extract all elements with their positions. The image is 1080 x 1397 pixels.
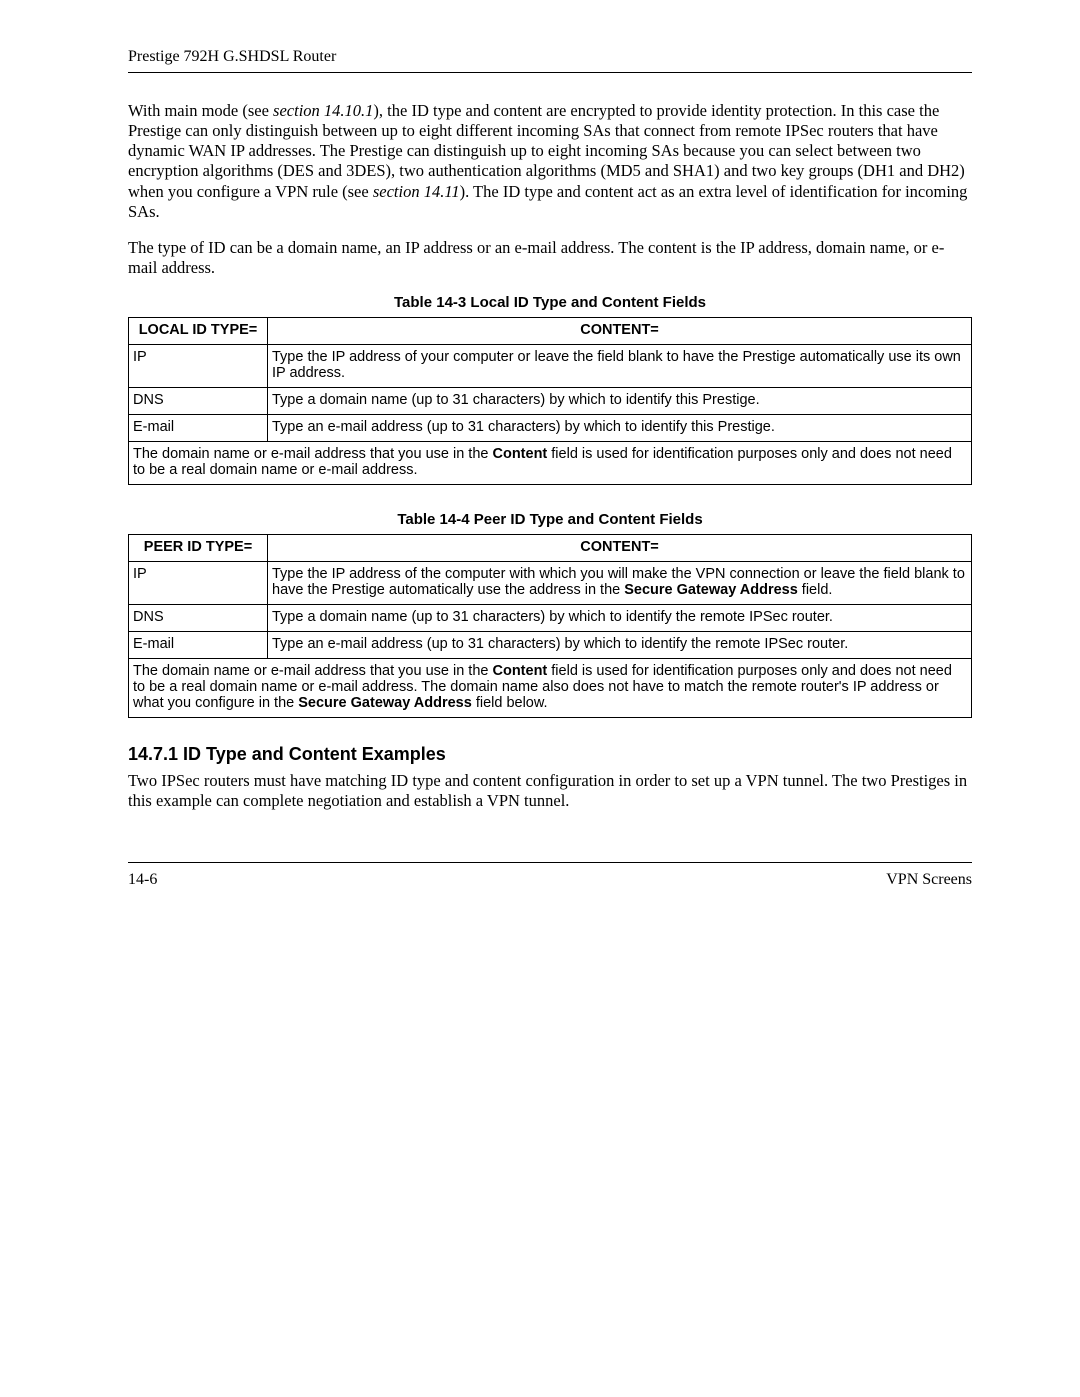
cell-type: E-mail: [129, 632, 268, 659]
cell-type: IP: [129, 345, 268, 388]
cell-type: IP: [129, 562, 268, 605]
paragraph-main-mode: With main mode (see section 14.10.1), th…: [128, 101, 972, 222]
cell-content: Type a domain name (up to 31 characters)…: [268, 388, 972, 415]
peer-id-table: PEER ID TYPE= CONTENT= IP Type the IP ad…: [128, 534, 972, 718]
text-run: The domain name or e-mail address that y…: [133, 446, 492, 462]
table-caption: Table 14-3 Local ID Type and Content Fie…: [128, 294, 972, 311]
page-header: Prestige 792H G.SHDSL Router: [128, 48, 972, 73]
footer-page-number: 14-6: [128, 871, 157, 889]
header-product-name: Prestige 792H G.SHDSL Router: [128, 48, 336, 65]
table-note-row: The domain name or e-mail address that y…: [129, 442, 972, 485]
text-run: With main mode (see: [128, 101, 273, 120]
table-row: E-mail Type an e-mail address (up to 31 …: [129, 415, 972, 442]
cell-content: Type a domain name (up to 31 characters)…: [268, 605, 972, 632]
table-note-row: The domain name or e-mail address that y…: [129, 659, 972, 718]
cell-type: DNS: [129, 605, 268, 632]
table-caption: Table 14-4 Peer ID Type and Content Fiel…: [128, 511, 972, 528]
footer-section-title: VPN Screens: [886, 871, 972, 889]
cell-content: Type the IP address of the computer with…: [268, 562, 972, 605]
column-header: PEER ID TYPE=: [129, 535, 268, 562]
cell-content: Type the IP address of your computer or …: [268, 345, 972, 388]
local-id-table: LOCAL ID TYPE= CONTENT= IP Type the IP a…: [128, 317, 972, 485]
paragraph-examples: Two IPSec routers must have matching ID …: [128, 771, 972, 811]
table-header-row: PEER ID TYPE= CONTENT=: [129, 535, 972, 562]
text-run: The domain name or e-mail address that y…: [133, 663, 492, 679]
table-row: DNS Type a domain name (up to 31 charact…: [129, 605, 972, 632]
cell-type: DNS: [129, 388, 268, 415]
text-run: Type the IP address of the computer with…: [272, 566, 965, 598]
cell-type: E-mail: [129, 415, 268, 442]
table-header-row: LOCAL ID TYPE= CONTENT=: [129, 318, 972, 345]
bold-term: Secure Gateway Address: [624, 582, 798, 598]
column-header: CONTENT=: [268, 318, 972, 345]
column-header: LOCAL ID TYPE=: [129, 318, 268, 345]
section-heading: 14.7.1 ID Type and Content Examples: [128, 744, 972, 765]
cell-content: Type an e-mail address (up to 31 charact…: [268, 415, 972, 442]
bold-term: Content: [492, 663, 547, 679]
cell-content: Type an e-mail address (up to 31 charact…: [268, 632, 972, 659]
document-page: Prestige 792H G.SHDSL Router With main m…: [0, 0, 1080, 1397]
text-run: field.: [798, 582, 833, 598]
page-footer: 14-6 VPN Screens: [128, 862, 972, 889]
cell-note: The domain name or e-mail address that y…: [129, 659, 972, 718]
column-header: CONTENT=: [268, 535, 972, 562]
section-ref: section 14.11: [373, 182, 460, 201]
cell-note: The domain name or e-mail address that y…: [129, 442, 972, 485]
table-row: IP Type the IP address of the computer w…: [129, 562, 972, 605]
section-ref: section 14.10.1: [273, 101, 373, 120]
paragraph-id-type: The type of ID can be a domain name, an …: [128, 238, 972, 278]
bold-term: Secure Gateway Address: [298, 695, 472, 711]
bold-term: Content: [492, 446, 547, 462]
table-row: DNS Type a domain name (up to 31 charact…: [129, 388, 972, 415]
text-run: field below.: [472, 695, 548, 711]
table-row: E-mail Type an e-mail address (up to 31 …: [129, 632, 972, 659]
table-row: IP Type the IP address of your computer …: [129, 345, 972, 388]
